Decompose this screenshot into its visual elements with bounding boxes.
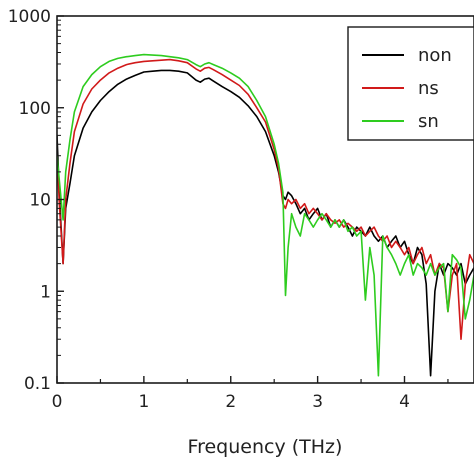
legend-box <box>347 26 474 141</box>
x-tick-label: 0 <box>52 392 63 412</box>
y-tick-label: 0.1 <box>24 374 51 394</box>
legend-label-non: non <box>418 45 452 66</box>
y-tick-label: 10 <box>29 191 51 211</box>
x-tick-label: 2 <box>225 392 236 412</box>
y-tick-label: 100 <box>19 99 51 119</box>
series-layer <box>57 53 474 377</box>
ticks-layer: 0 1 2 3 4 0.1 1 10 100 1000 <box>8 7 449 412</box>
y-tick-label: 1000 <box>8 7 51 27</box>
legend: non ns sn <box>347 26 474 141</box>
legend-label-sn: sn <box>418 111 439 132</box>
x-axis-label: Frequency (THz) <box>188 436 343 458</box>
x-tick-label: 3 <box>312 392 323 412</box>
series-line-ns <box>57 58 474 341</box>
series-line-sn <box>57 53 474 377</box>
x-tick-label: 4 <box>399 392 410 412</box>
x-tick-label: 1 <box>138 392 149 412</box>
legend-label-ns: ns <box>418 78 439 99</box>
series-line-non <box>57 69 474 377</box>
y-tick-label: 1 <box>40 282 51 302</box>
